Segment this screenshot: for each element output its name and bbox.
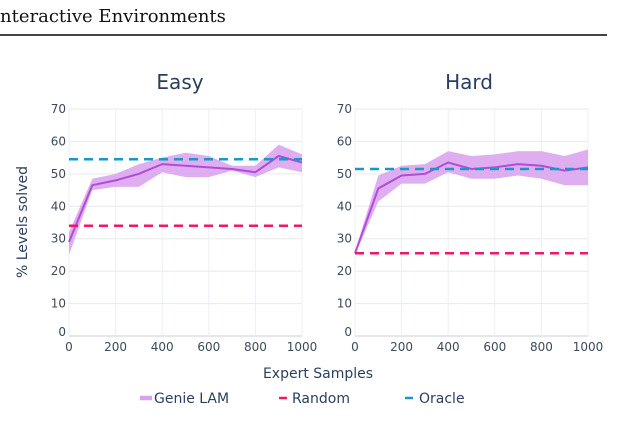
legend-label: Genie LAM	[154, 391, 229, 407]
y-tick-label: 60	[337, 134, 352, 148]
genie-lam-line	[68, 154, 303, 243]
x-tick-label: 600	[483, 340, 506, 354]
x-tick-label: 400	[437, 340, 460, 354]
y-tick-label: 30	[51, 232, 66, 246]
y-tick-label: 40	[337, 199, 352, 213]
y-tick-label: 0	[58, 325, 66, 339]
genie-lam-band	[69, 144, 302, 255]
x-tick-label: 600	[197, 340, 220, 354]
y-tick-label: 0	[344, 325, 352, 339]
genie-lam-line	[354, 161, 589, 254]
legend-random: Random	[279, 391, 350, 407]
x-tick-label: 400	[151, 340, 174, 354]
x-axis-label: Expert Samples	[263, 366, 373, 382]
x-tick-label: 0	[351, 340, 359, 354]
x-tick-label: 800	[530, 340, 553, 354]
y-tick-label: 60	[51, 134, 66, 148]
y-tick-label: 30	[337, 232, 352, 246]
legend: Genie LAM Random Oracle	[140, 391, 465, 407]
genie-lam-band	[355, 149, 588, 255]
x-tick-label: 200	[390, 340, 413, 354]
header-rule	[0, 34, 607, 36]
panel-title: Easy	[156, 70, 203, 94]
panel-easy: Easy 0 10 20 30 40 50 60 70 0 200 400 600 800 1000	[51, 70, 318, 354]
y-tick-label: 20	[51, 264, 66, 278]
x-tick-label: 200	[104, 340, 127, 354]
y-tick-label: 70	[337, 102, 352, 116]
x-tick-label: 800	[244, 340, 267, 354]
legend-oracle: Oracle	[405, 391, 465, 407]
x-tick-label: 1000	[573, 340, 604, 354]
section-header-text: nteractive Environments	[0, 6, 226, 27]
legend-label: Random	[292, 391, 350, 407]
legend-genie-lam: Genie LAM	[140, 391, 229, 407]
panel-title: Hard	[445, 70, 493, 94]
y-tick-label: 50	[337, 167, 352, 181]
y-axis-label: % Levels solved	[15, 166, 31, 278]
y-tick-label: 70	[51, 102, 66, 116]
x-tick-label: 0	[65, 340, 73, 354]
y-tick-label: 10	[337, 297, 352, 311]
y-tick-label: 20	[337, 264, 352, 278]
y-tick-label: 50	[51, 167, 66, 181]
panel-hard: Hard 0 10 20 30 40 50 60 70 0 200 400 600 800 1000	[337, 70, 604, 354]
y-tick-label: 10	[51, 297, 66, 311]
legend-label: Oracle	[419, 391, 465, 407]
x-tick-label: 1000	[287, 340, 318, 354]
y-tick-label: 40	[51, 199, 66, 213]
